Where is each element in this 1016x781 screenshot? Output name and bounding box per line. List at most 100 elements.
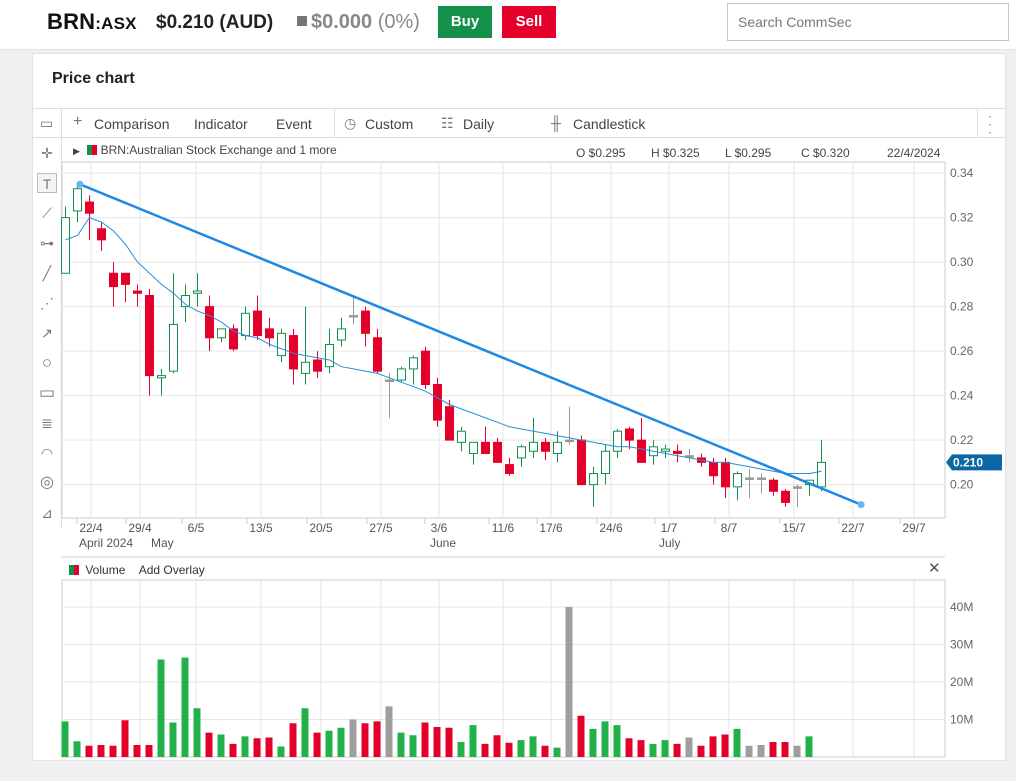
candle-body <box>349 315 358 318</box>
volume-bar <box>565 607 573 757</box>
folder-icon[interactable]: ▭ <box>40 115 54 131</box>
interval-daily-button[interactable]: Daily <box>463 116 495 132</box>
candlestick-icon: ╫ <box>551 115 561 131</box>
event-button[interactable]: Event <box>276 116 312 132</box>
x-tick-label: 11/6 <box>492 521 515 535</box>
crosshair-icon[interactable]: ✛ <box>41 145 53 161</box>
chart-type-button[interactable]: Candlestick <box>573 116 646 132</box>
month-label: April 2024 <box>79 536 133 550</box>
candle-body <box>613 430 622 452</box>
volume-bar <box>277 746 285 757</box>
candle-body <box>61 217 70 274</box>
volume-bar <box>601 721 609 757</box>
volume-swatch-up <box>69 565 74 575</box>
month-label: June <box>430 536 456 550</box>
line-tool-icon[interactable]: ⟋ <box>42 205 52 221</box>
candle-body <box>313 359 322 372</box>
candle-body <box>769 479 778 492</box>
volume-bar <box>409 735 417 757</box>
candle-body <box>529 441 538 452</box>
volume-bar <box>721 734 729 757</box>
add-overlay-button[interactable]: Add Overlay <box>138 563 205 577</box>
rectangle-icon[interactable]: ▭ <box>38 383 56 402</box>
x-tick-label: 1/7 <box>661 521 678 535</box>
volume-bar <box>457 742 465 757</box>
circle-icon[interactable]: ○ <box>41 353 53 372</box>
trend-line-icon[interactable]: ╱ <box>42 265 52 281</box>
candle-body <box>637 439 646 463</box>
horizontal-ray-icon[interactable]: ⊶ <box>40 235 54 251</box>
volume-bar <box>313 732 321 757</box>
volume-bar <box>709 736 717 757</box>
projection-icon[interactable]: ⊿ <box>41 505 53 521</box>
y-tick-label: 0.30 <box>950 255 974 269</box>
symbol-code: BRN <box>47 9 96 34</box>
candle-body <box>445 406 454 441</box>
volume-bar <box>589 728 597 757</box>
series-name: BRN:Australian Stock Exchange and 1 more <box>100 143 337 157</box>
candle-body <box>745 477 754 480</box>
candle-body <box>277 332 286 357</box>
candle-body <box>337 328 346 341</box>
volume-bar <box>217 734 225 757</box>
arrow-icon[interactable]: ↗ <box>41 325 53 341</box>
legend-swatch-down <box>92 145 98 155</box>
comparison-button[interactable]: Comparison <box>94 116 170 132</box>
text-tool-icon[interactable]: T <box>37 173 57 193</box>
x-tick-label: 22/7 <box>841 521 865 535</box>
y-tick-label: 0.28 <box>950 300 974 314</box>
fibonacci-icon[interactable]: ≣ <box>41 415 53 431</box>
legend-swatch-up <box>87 145 93 155</box>
volume-bar <box>61 721 69 757</box>
target-icon[interactable]: ◎ <box>40 474 54 491</box>
volume-bar <box>157 659 165 757</box>
polyline-icon[interactable]: ⋰ <box>40 295 54 311</box>
volume-bar <box>169 722 177 757</box>
candle-body <box>709 461 718 477</box>
expand-arrow-icon[interactable]: ▶ <box>73 146 80 156</box>
moving-average-line <box>65 216 822 474</box>
volume-legend: Volume Add Overlay <box>69 563 205 577</box>
volume-plot-frame <box>61 579 946 758</box>
volume-bar <box>229 743 237 757</box>
volume-bar <box>109 745 117 757</box>
x-tick-label: 15/7 <box>782 521 806 535</box>
arc-icon[interactable]: ◠ <box>40 445 54 461</box>
search-input[interactable] <box>727 3 1009 41</box>
volume-bar <box>325 730 333 757</box>
sell-button[interactable]: Sell <box>502 6 556 38</box>
volume-bar <box>781 742 789 757</box>
candle-body <box>685 455 694 458</box>
candle-body <box>505 464 514 475</box>
close-icon[interactable]: ✕ <box>928 560 941 577</box>
candle-body <box>73 188 82 212</box>
volume-bar <box>349 719 357 757</box>
custom-range-button[interactable]: Custom <box>365 116 414 132</box>
x-tick-label: 27/5 <box>369 521 393 535</box>
last-price: $0.210 (AUD) <box>156 12 274 33</box>
ohlc-close: C $0.320 <box>801 146 850 160</box>
series-legend[interactable]: ▶ BRN:Australian Stock Exchange and 1 mo… <box>73 143 337 157</box>
x-tick-label: 29/7 <box>902 521 926 535</box>
volume-bar <box>193 708 201 757</box>
candle-body <box>145 295 154 377</box>
current-price-label: 0.210 <box>953 455 983 469</box>
top-bar: BRN:ASX $0.210 (AUD) $0.000 (0%) Buy Sel… <box>0 0 1016 50</box>
volume-bar <box>397 732 405 757</box>
volume-bar <box>73 741 81 757</box>
more-options-icon[interactable]: · · · <box>988 109 992 139</box>
candle-body <box>241 312 250 337</box>
price-chart-card: Price chart ▭ + Comparison Indicator Eve… <box>32 53 1006 761</box>
volume-bar <box>361 723 369 757</box>
indicator-button[interactable]: Indicator <box>194 116 248 132</box>
volume-bar <box>529 736 537 757</box>
candle-body <box>169 323 178 372</box>
volume-bar <box>97 745 105 757</box>
volume-bar <box>85 745 93 757</box>
buy-button[interactable]: Buy <box>438 6 492 38</box>
volume-bar <box>673 743 681 757</box>
month-label: May <box>151 536 174 550</box>
candle-body <box>109 272 118 288</box>
ticker-symbol: BRN:ASX <box>47 9 137 35</box>
